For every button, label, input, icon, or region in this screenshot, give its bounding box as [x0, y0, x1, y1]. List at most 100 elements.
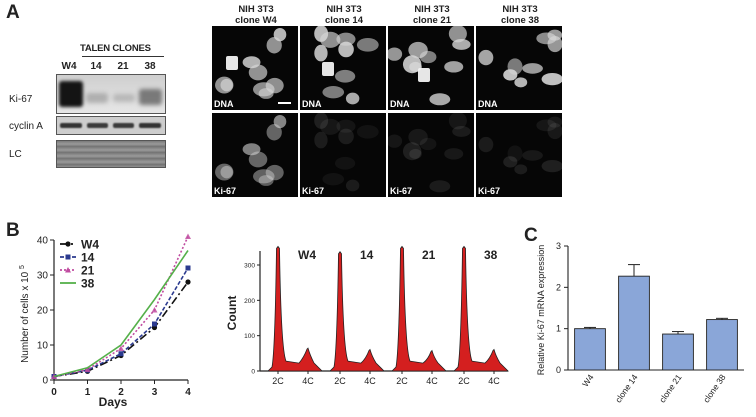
- nucleus: [402, 142, 422, 161]
- micro-title-38: NIH 3T3 clone 38: [500, 4, 540, 26]
- x-tick-label: 2C: [334, 376, 346, 386]
- ki67-band-21: [113, 94, 135, 102]
- ki67-band-14: [86, 93, 108, 103]
- nucleus: [478, 49, 494, 66]
- x-tick-label: 3: [152, 387, 158, 398]
- nucleus: [507, 145, 523, 162]
- nucleus: [215, 76, 234, 94]
- nucleus: [388, 134, 403, 148]
- nucleus: [265, 164, 284, 181]
- x-tick-label: 4C: [426, 376, 438, 386]
- mitotic-cell: [226, 56, 238, 70]
- growth-lines: [51, 233, 191, 380]
- y-tick-label: 100: [244, 333, 255, 340]
- micro-title-21: NIH 3T3 clone 21: [412, 4, 452, 26]
- y-tick-label: 3: [556, 241, 561, 251]
- cell-cycle-histograms: 0 100 200 300 2C 4C 2C 4C 2C 4C 2C 4C W4 14 21 38 Coun…: [226, 245, 509, 386]
- x-tick-label: 4C: [364, 376, 376, 386]
- nucleus: [444, 61, 464, 73]
- nucleus: [338, 41, 354, 58]
- growth-point: [185, 279, 191, 285]
- blot-col-w4: W4: [61, 61, 77, 72]
- blot-strip-ki67: [56, 74, 166, 114]
- x-tick-label: 4C: [488, 376, 500, 386]
- nucleus: [448, 113, 467, 130]
- x-tick-label: 4: [185, 387, 191, 398]
- legend-marker: [65, 241, 71, 247]
- nucleus: [429, 180, 451, 193]
- stain-label: Ki-67: [302, 186, 325, 196]
- growth-point: [185, 233, 191, 239]
- growth-line-W4: [53, 281, 189, 378]
- y-tick-label: 0: [556, 365, 561, 375]
- y-tick-label: 40: [37, 236, 49, 247]
- histogram-W4: [267, 245, 323, 372]
- x-tick-label: W4: [580, 372, 596, 388]
- nucleus: [514, 164, 528, 175]
- panel-letter-a: A: [6, 2, 20, 23]
- dna-image-38: DNA: [476, 26, 562, 110]
- x-tick-label: clone 38: [701, 372, 728, 404]
- legend-label-W4: W4: [81, 238, 99, 252]
- nucleus: [536, 119, 557, 132]
- blot-col-38: 38: [144, 61, 156, 72]
- bar-2: [662, 333, 694, 371]
- nucleus: [522, 150, 543, 161]
- nucleus: [215, 163, 234, 181]
- stain-label: DNA: [214, 99, 234, 109]
- nucleus: [266, 37, 282, 54]
- y-tick-label: 10: [37, 341, 49, 352]
- y-tick-label: 300: [244, 263, 255, 270]
- ki67-image-w4: Ki-67: [212, 113, 298, 197]
- legend-label-21: 21: [81, 264, 95, 278]
- growth-point: [151, 307, 158, 313]
- x-tick-label: 0: [51, 387, 57, 398]
- x-tick-label: 2C: [272, 376, 284, 386]
- nucleus: [273, 114, 287, 129]
- mrna-bar-chart: 0 1 2 3 W4 clone 14 clone 21 clone 38 Relative …: [536, 241, 744, 404]
- nucleus: [408, 128, 428, 146]
- mitotic-cell: [418, 68, 430, 82]
- growth-line-38: [53, 250, 189, 378]
- nucleus: [248, 151, 268, 168]
- stain-label: Ki-67: [390, 186, 413, 196]
- nucleus: [314, 131, 328, 149]
- nucleus: [322, 86, 345, 99]
- blot-col-21: 21: [117, 61, 129, 72]
- ki67-image-14: Ki-67: [300, 113, 386, 197]
- nucleus: [266, 124, 282, 141]
- blot-col-14: 14: [90, 61, 102, 72]
- growth-y-label: Number of cells x 10 5: [19, 265, 31, 363]
- histogram-plots: W4 14 21 38: [267, 245, 509, 372]
- y-tick-label: 20: [37, 306, 49, 317]
- panel-letter-c: C: [524, 225, 538, 246]
- ki67-band-w4: [59, 81, 83, 107]
- nucleus: [507, 58, 523, 75]
- nucleus: [334, 69, 356, 83]
- x-tick-label: 2C: [396, 376, 408, 386]
- nucleus: [514, 77, 528, 88]
- nucleus: [356, 38, 379, 52]
- bar-3: [706, 319, 738, 371]
- legend-label-14: 14: [81, 251, 95, 265]
- ki67-image-38: Ki-67: [476, 113, 562, 197]
- histogram-21: [391, 245, 447, 372]
- nucleus: [320, 118, 341, 135]
- nucleus: [408, 41, 428, 59]
- nucleus: [265, 77, 284, 94]
- nucleus: [547, 122, 562, 140]
- dna-image-14: DNA: [300, 26, 386, 110]
- stain-label: Ki-67: [478, 186, 501, 196]
- blot-header: TALEN CLONES: [80, 43, 151, 54]
- y-tick-label: 200: [244, 298, 255, 305]
- growth-point: [118, 345, 124, 351]
- x-tick-label: clone 21: [657, 372, 684, 404]
- y-tick-label: 0: [251, 369, 255, 376]
- bar-0: [574, 328, 606, 371]
- y-tick-label: 2: [556, 282, 561, 292]
- nucleus: [541, 159, 562, 173]
- nucleus: [409, 148, 422, 159]
- histogram-y-label: Count: [226, 296, 239, 331]
- x-tick-label: 2: [118, 387, 124, 398]
